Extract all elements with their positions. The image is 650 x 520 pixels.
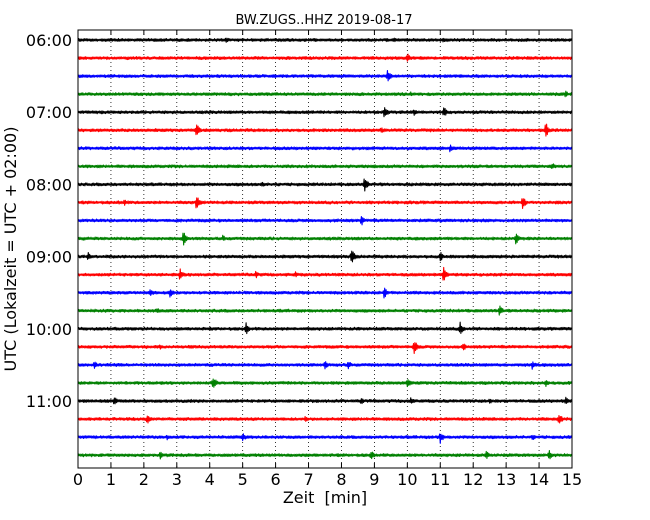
trace-0730 — [77, 144, 573, 153]
x-tick-label: 5 — [238, 470, 248, 489]
y-tick-label: 10:00 — [26, 320, 72, 339]
x-tick-label: 1 — [106, 470, 116, 489]
trace-1000 — [77, 321, 573, 335]
x-tick-label: 9 — [369, 470, 379, 489]
x-tick-label: 2 — [139, 470, 149, 489]
y-tick-label: 07:00 — [26, 103, 72, 122]
trace-0600 — [77, 37, 573, 43]
x-axis-label: Zeit [min] — [283, 488, 367, 507]
chart-title: BW.ZUGS..HHZ 2019-08-17 — [235, 13, 412, 28]
trace-1100 — [77, 396, 573, 405]
y-tick-label: 06:00 — [26, 31, 72, 50]
x-tick-label: 4 — [205, 470, 215, 489]
y-tick-label: 08:00 — [26, 175, 72, 194]
x-axis-ticks: 0 1 2 3 4 5 6 7 8 9 10 11 12 13 14 15 — [73, 30, 582, 489]
y-tick-label: 09:00 — [26, 248, 72, 267]
x-tick-label: 0 — [73, 470, 83, 489]
x-tick-label: 14 — [529, 470, 549, 489]
x-tick-label: 11 — [430, 470, 450, 489]
y-axis-label: UTC (Lokalzeit = UTC + 02:00) — [1, 127, 20, 372]
trace-0930 — [77, 287, 573, 299]
trace-0745 — [77, 163, 573, 169]
x-tick-label: 8 — [336, 470, 346, 489]
y-axis-ticks: 06:00 07:00 08:00 09:00 10:00 11:00 — [26, 31, 572, 411]
x-tick-label: 12 — [463, 470, 483, 489]
x-tick-label: 15 — [562, 470, 582, 489]
trace-0630 — [77, 70, 573, 82]
y-tick-label: 11:00 — [26, 392, 72, 411]
trace-0815 — [77, 197, 573, 210]
trace-0715 — [77, 123, 573, 137]
trace-0830 — [77, 215, 573, 226]
trace-1130 — [77, 433, 573, 444]
trace-0845 — [77, 232, 573, 246]
trace-0645 — [77, 90, 573, 98]
trace-0915 — [77, 266, 573, 281]
trace-1045 — [77, 378, 573, 388]
x-tick-label: 7 — [303, 470, 313, 489]
x-tick-label: 6 — [271, 470, 281, 489]
trace-0615 — [77, 53, 573, 62]
plot-frame — [77, 29, 573, 469]
trace-1115 — [77, 415, 573, 424]
trace-0800 — [77, 178, 573, 192]
trace-0700 — [77, 107, 573, 118]
x-tick-label: 10 — [397, 470, 417, 489]
trace-1145 — [77, 449, 573, 460]
trace-0900 — [77, 250, 573, 263]
trace-0945 — [77, 305, 573, 316]
trace-1015 — [77, 342, 573, 354]
x-tick-label: 3 — [172, 470, 182, 489]
trace-1030 — [77, 361, 573, 370]
seismogram-traces — [77, 37, 573, 460]
x-tick-label: 13 — [496, 470, 516, 489]
